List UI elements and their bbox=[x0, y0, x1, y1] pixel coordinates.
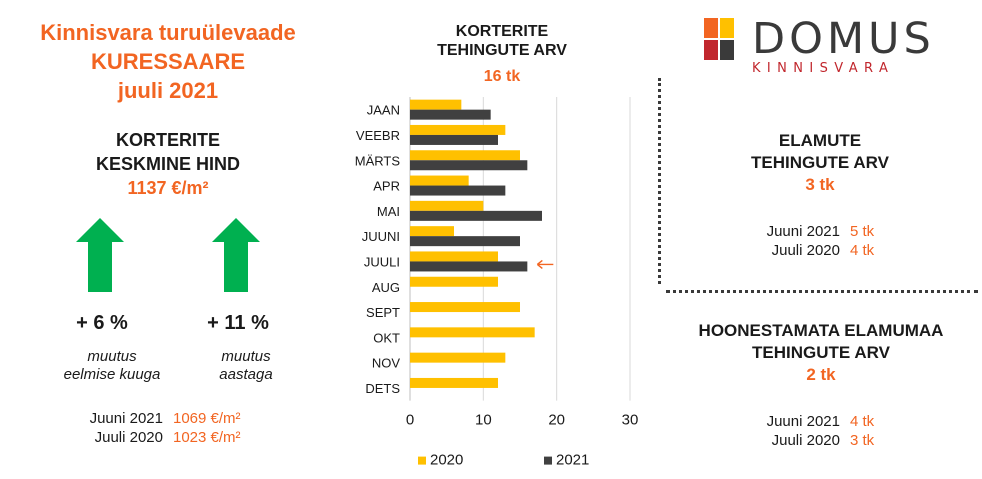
legend-label: 2021 bbox=[556, 452, 589, 469]
horizontal-divider bbox=[666, 290, 978, 293]
comparison-value: 1069 €/m² bbox=[173, 410, 241, 427]
comparison-row: Juuni 2021 1069 €/m² bbox=[60, 409, 300, 428]
bar-2020 bbox=[410, 200, 484, 211]
comparison-value: 4 tk bbox=[850, 242, 875, 259]
houses-transactions-block: ELAMUTE TEHINGUTE ARV 3 tk bbox=[700, 130, 940, 196]
bar-2020 bbox=[410, 226, 454, 237]
price-heading2: KESKMINE HIND bbox=[95, 154, 240, 174]
houses-heading1: ELAMUTE bbox=[778, 131, 862, 150]
land-comparison: Juuni 2021 4 tk Juuli 2020 3 tk bbox=[730, 412, 950, 450]
year-caption-line1: muutus bbox=[221, 348, 271, 365]
logo-name: DOMUS bbox=[752, 14, 935, 64]
price-heading1: KORTERITE bbox=[115, 130, 220, 150]
main-title: Kinnisvara turuülevaade KURESSAARE juuli… bbox=[0, 18, 336, 105]
category-label: MÄRTS bbox=[355, 153, 401, 168]
bar-2021 bbox=[410, 185, 506, 196]
month-caption-line1: muutus bbox=[87, 348, 137, 365]
comparison-value: 3 tk bbox=[850, 432, 875, 449]
land-heading2: TEHINGUTE ARV bbox=[752, 343, 890, 362]
x-tick-label: 10 bbox=[475, 412, 492, 429]
arrow-up-icon bbox=[212, 218, 260, 292]
comparison-value: 5 tk bbox=[850, 223, 875, 240]
x-tick-label: 30 bbox=[622, 412, 639, 429]
bar-2021 bbox=[410, 160, 528, 171]
chart-title: KORTERITE TEHINGUTE ARV bbox=[412, 22, 592, 60]
comparison-row: Juuni 2021 4 tk bbox=[730, 412, 950, 431]
category-label: APR bbox=[373, 179, 400, 194]
comparison-label: Juuni 2021 bbox=[89, 410, 163, 427]
land-heading1: HOONESTAMATA ELAMUMAA bbox=[698, 321, 944, 340]
x-tick-label: 0 bbox=[406, 412, 414, 429]
bar-2020 bbox=[410, 276, 498, 287]
month-change-caption: muutus eelmise kuuga bbox=[42, 348, 182, 384]
category-label: JUUNI bbox=[362, 229, 400, 244]
comparison-label: Juuli 2020 bbox=[771, 242, 840, 259]
vertical-divider bbox=[658, 78, 661, 284]
comparison-label: Juuni 2021 bbox=[766, 413, 840, 430]
domus-logo bbox=[694, 6, 964, 86]
category-label: AUG bbox=[372, 280, 400, 295]
month-caption-line2: eelmise kuuga bbox=[63, 366, 161, 383]
legend-swatch bbox=[418, 456, 426, 465]
comparison-value: 4 tk bbox=[850, 413, 875, 430]
bar-2020 bbox=[410, 302, 520, 313]
bar-2020 bbox=[410, 175, 469, 186]
year-change-caption: muutus aastaga bbox=[176, 348, 316, 384]
price-comparison: Juuni 2021 1069 €/m² Juuli 2020 1023 €/m² bbox=[60, 409, 300, 447]
comparison-row: Juuli 2020 3 tk bbox=[730, 431, 950, 450]
category-label: JUULI bbox=[364, 254, 400, 269]
bar-2021 bbox=[410, 210, 542, 221]
legend-label: 2020 bbox=[430, 452, 463, 469]
category-label: JAAN bbox=[367, 103, 400, 118]
main-title-line1: Kinnisvara turuülevaade bbox=[40, 20, 296, 45]
apartment-transactions-chart: 0 10 20 30 JAAN VEEBR MÄRTS APR MAI JUUNI JUULI AUG… bbox=[355, 97, 639, 469]
x-tick-label: 20 bbox=[548, 412, 565, 429]
logo-subtitle: KINNISVARA bbox=[752, 61, 895, 76]
year-caption-line2: aastaga bbox=[219, 366, 273, 383]
category-label: NOV bbox=[372, 356, 401, 371]
category-label: OKT bbox=[373, 330, 400, 345]
comparison-label: Juuli 2020 bbox=[94, 429, 163, 446]
average-price-block: KORTERITE KESKMINE HIND 1137 €/m² bbox=[58, 128, 278, 200]
bar-2020 bbox=[410, 99, 462, 110]
arrow-up-icon bbox=[76, 218, 124, 292]
category-label: MAI bbox=[377, 204, 400, 219]
bar-2020 bbox=[410, 327, 535, 338]
comparison-row: Juuli 2020 4 tk bbox=[730, 241, 950, 260]
bar-2021 bbox=[410, 134, 498, 145]
bar-2020 bbox=[410, 377, 498, 388]
houses-value: 3 tk bbox=[805, 175, 835, 194]
category-label: DETS bbox=[365, 381, 400, 396]
comparison-row: Juuli 2020 1023 €/m² bbox=[60, 428, 300, 447]
month-change-percent: + 6 % bbox=[76, 312, 128, 334]
land-transactions-block: HOONESTAMATA ELAMUMAA TEHINGUTE ARV 2 tk bbox=[668, 320, 974, 386]
bar-2020 bbox=[410, 124, 506, 135]
houses-heading2: TEHINGUTE ARV bbox=[751, 153, 889, 172]
year-change-percent: + 11 % bbox=[207, 312, 269, 334]
bar-2020 bbox=[410, 251, 498, 262]
bar-2021 bbox=[410, 109, 491, 120]
comparison-row: Juuni 2021 5 tk bbox=[730, 222, 950, 241]
land-value: 2 tk bbox=[806, 365, 836, 384]
comparison-label: Juuli 2020 bbox=[771, 432, 840, 449]
bar-2021 bbox=[410, 261, 528, 272]
main-title-line2: KURESSAARE bbox=[90, 49, 246, 74]
highlight-arrow-icon bbox=[536, 259, 554, 269]
price-value: 1137 €/m² bbox=[127, 178, 209, 198]
chart-title-line1: KORTERITE bbox=[455, 23, 549, 40]
chart-title-line2: TEHINGUTE ARV bbox=[437, 42, 567, 59]
houses-comparison: Juuni 2021 5 tk Juuli 2020 4 tk bbox=[730, 222, 950, 260]
bar-2021 bbox=[410, 236, 520, 247]
category-label: SEPT bbox=[366, 305, 400, 320]
main-title-line3: juuli 2021 bbox=[117, 78, 219, 103]
legend-swatch bbox=[544, 456, 552, 465]
bar-2020 bbox=[410, 150, 520, 161]
comparison-value: 1023 €/m² bbox=[173, 429, 241, 446]
chart-total: 16 tk bbox=[483, 68, 521, 85]
bar-2020 bbox=[410, 352, 506, 363]
category-label: VEEBR bbox=[356, 128, 400, 143]
comparison-label: Juuni 2021 bbox=[766, 223, 840, 240]
